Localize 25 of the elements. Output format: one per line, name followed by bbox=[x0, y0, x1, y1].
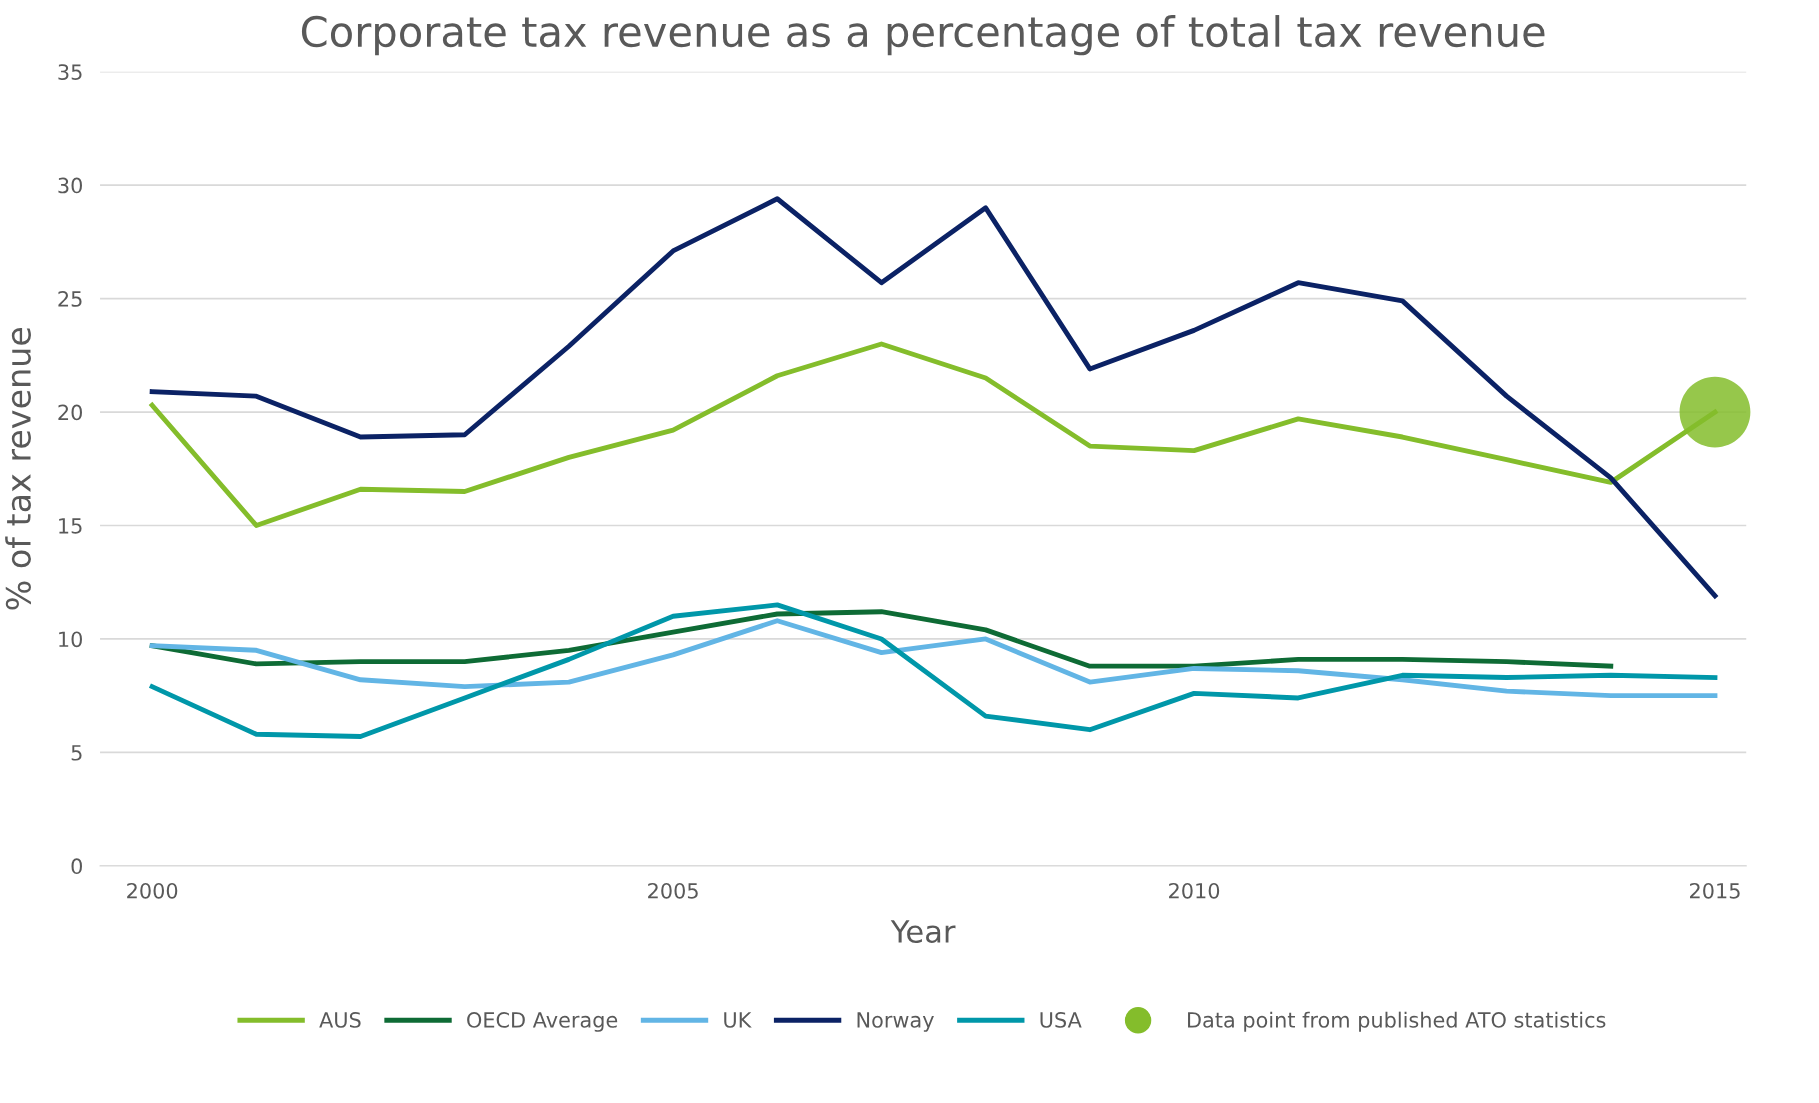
legend-label: OECD Average bbox=[467, 1012, 618, 1032]
y-tick-label: 30 bbox=[58, 177, 82, 194]
line-series bbox=[149, 618, 1718, 699]
line-series bbox=[149, 602, 1718, 739]
legend-label: UK bbox=[724, 1012, 752, 1028]
legend-label: Norway bbox=[857, 1012, 934, 1032]
y-tick-label: 35 bbox=[58, 64, 82, 80]
y-axis-title: % of tax revenue bbox=[5, 327, 31, 610]
chart-title: Corporate tax revenue as a percentage of total tax revenue bbox=[301, 15, 1545, 56]
legend-label: AUS bbox=[319, 1012, 361, 1028]
x-tick-label: 2015 bbox=[1690, 882, 1740, 899]
y-tick-label: 20 bbox=[58, 404, 82, 421]
y-tick-label: 10 bbox=[59, 631, 82, 648]
y-tick-label: 5 bbox=[71, 745, 82, 761]
legend-label: Data point from published ATO statistics bbox=[1188, 1011, 1606, 1032]
line-series bbox=[149, 609, 1614, 669]
y-tick-label: 25 bbox=[58, 291, 82, 307]
legend-label: USA bbox=[1040, 1012, 1082, 1028]
y-tick-label: 15 bbox=[59, 518, 82, 534]
x-tick-label: 2000 bbox=[127, 882, 178, 899]
y-tick-label: 0 bbox=[71, 858, 82, 875]
x-tick-label: 2005 bbox=[648, 882, 698, 899]
x-axis-title: Year bbox=[890, 920, 956, 943]
x-tick-label: 2010 bbox=[1169, 882, 1220, 899]
line-series bbox=[149, 196, 1718, 599]
